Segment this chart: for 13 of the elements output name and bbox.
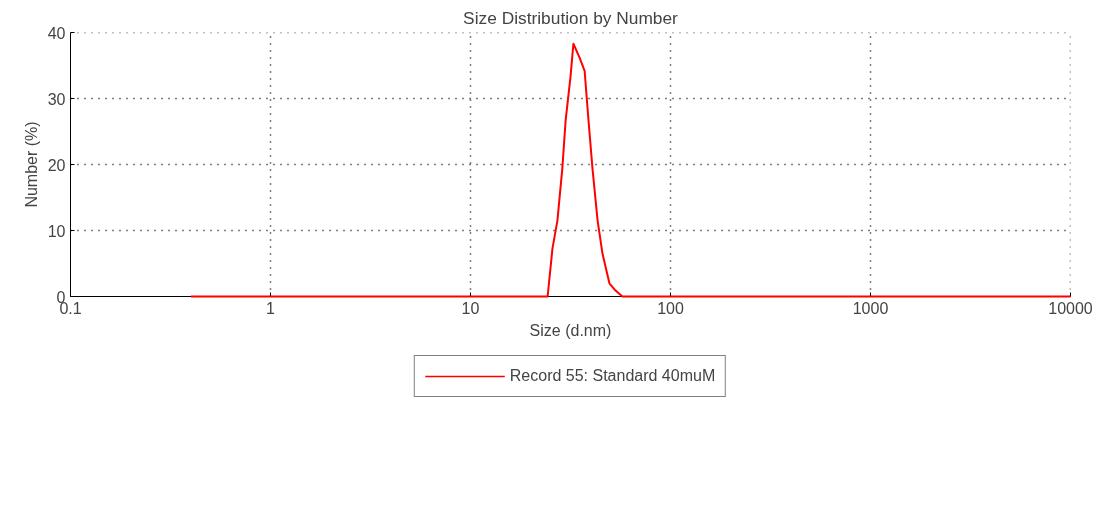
x-tick-label: 1000 [852, 299, 889, 317]
x-tick-label: 100 [657, 299, 684, 317]
y-tick-label: 40 [47, 24, 66, 42]
legend-label: Record 55: Standard 40muM [509, 367, 716, 385]
y-tick-label: 30 [47, 90, 66, 108]
x-tick-label: 1 [266, 299, 276, 317]
chart-title: Size Distribution by Number [463, 7, 679, 28]
y-axis-title: Number (%) [22, 121, 40, 208]
y-tick-label: 10 [47, 222, 66, 240]
y-tick-label: 20 [47, 156, 66, 174]
x-tick-label: 10000 [1048, 299, 1093, 317]
x-tick-label: 10 [461, 299, 480, 317]
x-axis-title: Size (d.nm) [529, 321, 612, 339]
